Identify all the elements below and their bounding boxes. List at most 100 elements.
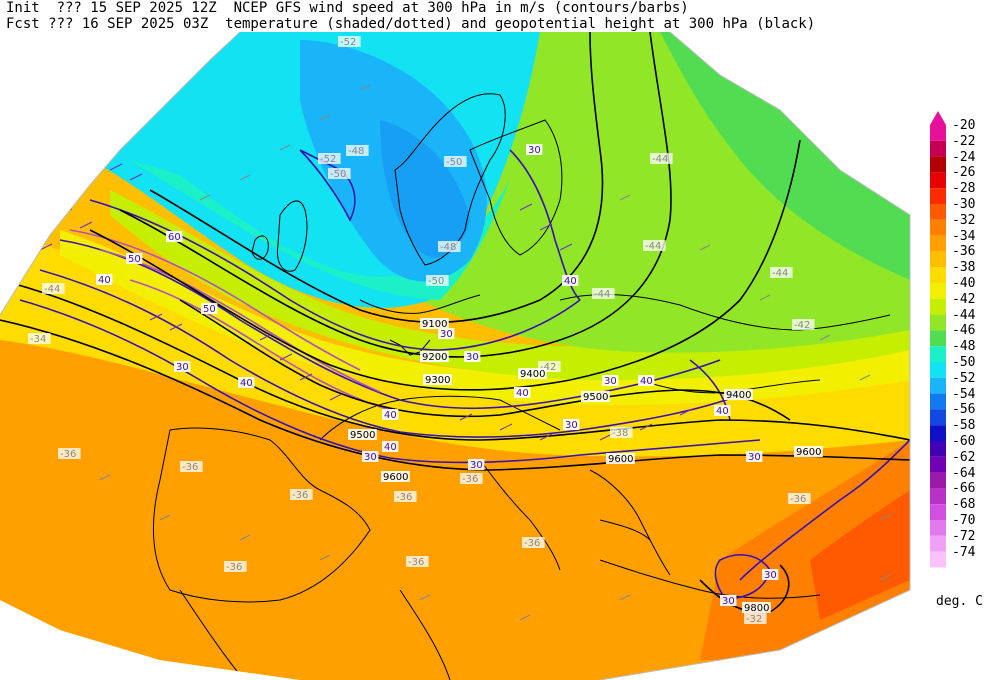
colorbar-swatch <box>930 330 946 347</box>
colorbar-tick-label: -46 <box>952 323 976 339</box>
wind-speed-label-bg <box>201 303 218 314</box>
colorbar-swatch <box>930 425 946 441</box>
temperature-label-bg <box>224 561 247 572</box>
height-label-bg <box>420 351 449 362</box>
colorbar-swatch <box>930 472 946 489</box>
map-frame <box>0 31 911 680</box>
colorbar-tick-label: -74 <box>952 544 976 560</box>
temperature-label: -44 <box>44 284 60 295</box>
wind-speed-label-bg <box>762 569 779 580</box>
colorbar-tick-label: -26 <box>952 165 976 181</box>
height-label: 9400 <box>726 390 751 401</box>
weak-wind-barbs <box>99 84 891 621</box>
wind-speed-label: 30 <box>722 596 735 607</box>
colorbar-swatch <box>930 409 946 426</box>
wind-speed-label-bg <box>720 595 737 606</box>
wind-speed-label: 30 <box>440 329 453 340</box>
colorbar-swatch <box>930 393 946 410</box>
height-label-bg <box>581 391 610 402</box>
temperature-label: -36 <box>182 462 198 473</box>
temperature-label: -38 <box>612 428 628 439</box>
height-label: 9600 <box>608 454 633 465</box>
temperature-label-bg <box>792 319 815 330</box>
temperature-label-bg <box>28 333 51 344</box>
colorbar-swatch <box>930 504 946 520</box>
colorbar-tick-label: -44 <box>952 307 976 323</box>
height-label: 9300 <box>425 375 450 386</box>
wind-speed-label-bg <box>238 377 255 388</box>
temperature-label-bg <box>58 448 81 459</box>
colorbar-tick-label: -56 <box>952 402 976 418</box>
temperature-label: -36 <box>396 492 412 503</box>
wind-speed-label: 40 <box>384 410 397 421</box>
wind-speed-label: 50 <box>128 254 141 265</box>
colorbar-tick-label: -42 <box>952 291 976 307</box>
temperature-label-bg <box>522 537 545 548</box>
height-label-bg <box>606 453 635 464</box>
header-line-2: Fcst ??? 16 SEP 2025 03Z temperature (sh… <box>6 16 816 32</box>
colorbar-tick-label: -48 <box>952 339 976 355</box>
colorbar-swatch <box>930 267 946 283</box>
wind-speed-label-bg <box>514 387 531 398</box>
temperature-label-bg <box>744 613 767 624</box>
temperature-label: -50 <box>330 169 346 180</box>
colorbar-tick-label: -20 <box>952 118 976 133</box>
temperature-label-bg <box>538 361 561 372</box>
temperature-label: -44 <box>772 268 788 279</box>
colorbar-swatch <box>930 346 946 362</box>
colorbar-tick-label: -60 <box>952 434 976 449</box>
height-label-bg <box>742 602 771 613</box>
temperature-label: -36 <box>790 494 806 505</box>
wind-speed-label-bg <box>563 419 580 430</box>
wind-speed-label-bg <box>126 253 143 264</box>
height-label: 9800 <box>744 603 769 614</box>
colorbar-tick-label: -38 <box>952 260 976 276</box>
height-label: 9100 <box>422 319 447 330</box>
height-label: 9400 <box>520 369 545 380</box>
temperature-label: -36 <box>524 538 540 549</box>
temperature-label: -50 <box>446 157 462 168</box>
colorbar-tick-label: -58 <box>952 418 976 434</box>
temperature-label: -36 <box>60 449 76 460</box>
colorbar-unit: deg. C <box>936 594 983 609</box>
temperature-label-bg <box>460 473 483 484</box>
temperature-label-bg <box>328 168 351 179</box>
temperature-label-bg <box>643 240 666 251</box>
colorbar-swatch <box>930 140 946 157</box>
colorbar-tick-label: -40 <box>952 276 976 291</box>
colorbar-tick-label: -52 <box>952 370 976 386</box>
temperature-label-bg <box>788 493 811 504</box>
colorbar-swatch <box>930 314 946 331</box>
colorbar-swatch <box>930 456 946 473</box>
height-label-bg <box>794 446 823 457</box>
wind-speed-label-bg <box>468 459 485 470</box>
wind-speed-label-bg <box>362 451 379 462</box>
temperature-label-bg <box>650 153 673 164</box>
colorbar-tick-label: -50 <box>952 355 976 370</box>
temperature-label-bg <box>42 283 65 294</box>
temperature-label: -36 <box>462 474 478 485</box>
wind-speed-label: 40 <box>516 388 529 399</box>
wind-speed-label: 40 <box>564 276 577 287</box>
temperature-label: -44 <box>645 241 661 252</box>
wind-speed-label: 40 <box>384 442 397 453</box>
wind-speed-label: 40 <box>716 406 729 417</box>
temperature-label: -44 <box>594 289 610 300</box>
colorbar-tick-label: -68 <box>952 497 976 513</box>
wind-speed-label: 30 <box>470 460 483 471</box>
temperature-label-bg <box>438 241 461 252</box>
colorbar-swatch <box>930 520 946 536</box>
temperature-label: -34 <box>30 334 46 345</box>
wind-speed-label-bg <box>382 441 399 452</box>
colorbar-swatch <box>930 204 946 220</box>
wind-speed-label: 50 <box>203 304 216 315</box>
temperature-label: -52 <box>340 37 356 48</box>
colorbar-tick-label: -70 <box>952 513 976 528</box>
colorbar-tick-label: -22 <box>952 133 976 149</box>
temperature-label-bg <box>406 556 429 567</box>
height-label-bg <box>724 389 753 400</box>
height-label: 9500 <box>350 430 375 441</box>
colorbar-tick-label: -24 <box>952 149 976 165</box>
